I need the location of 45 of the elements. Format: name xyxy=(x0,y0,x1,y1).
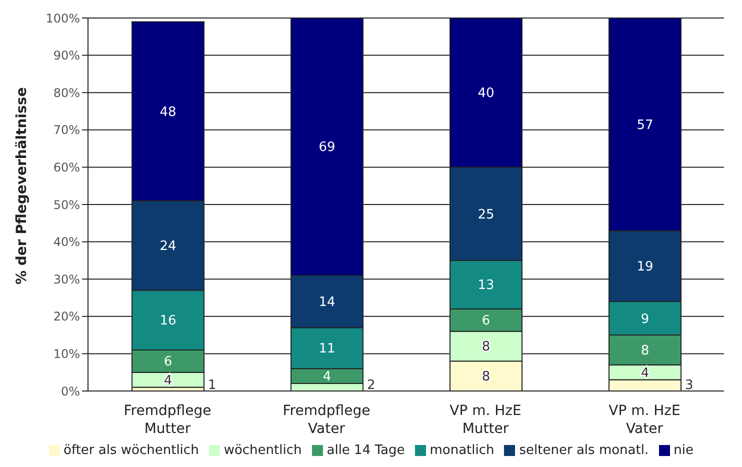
y-tick-label: 40% xyxy=(53,235,80,250)
y-axis-title: % der Pflegeverhältnisse xyxy=(14,87,30,284)
y-tick-label: 30% xyxy=(53,272,80,286)
data-label: 9 xyxy=(640,312,650,327)
data-label: 48 xyxy=(160,104,176,120)
data-label: 57 xyxy=(636,118,654,133)
data-label: 24 xyxy=(160,239,176,254)
x-tick-label: Fremdpflege Mutter xyxy=(124,403,212,437)
y-tick-label: 60% xyxy=(53,160,80,174)
y-tick-label: 0% xyxy=(60,384,80,398)
data-label: 13 xyxy=(478,278,494,294)
y-tick-label: 50% xyxy=(53,198,80,212)
x-tick-label: VP m. HzE Vater xyxy=(608,403,680,437)
data-label: 25 xyxy=(478,207,494,222)
legend-label: seltener als monatl. xyxy=(519,443,649,458)
data-label: 2 xyxy=(367,378,376,393)
legend-label: nie xyxy=(674,443,694,458)
legend-label: monatlich xyxy=(430,443,494,458)
data-label: 8 xyxy=(482,340,490,355)
data-label: 11 xyxy=(318,342,336,357)
legend-label: öfter als wöchentlich xyxy=(64,443,199,458)
y-tick-label: 80% xyxy=(53,86,80,100)
data-label: 1 xyxy=(208,378,216,393)
data-label: 16 xyxy=(160,314,176,329)
data-label: 19 xyxy=(636,260,654,275)
y-tick-label: 20% xyxy=(53,310,80,324)
x-tick-label: Fremdpflege Vater xyxy=(282,403,370,437)
data-label: 69 xyxy=(318,140,336,156)
legend-label: alle 14 Tage xyxy=(326,443,405,458)
x-tick-label: VP m. HzE Mutter xyxy=(450,403,522,437)
data-label: 4 xyxy=(322,370,332,385)
y-tick-label: 10% xyxy=(53,346,80,361)
data-label: 4 xyxy=(640,366,650,381)
data-label: 8 xyxy=(640,343,650,358)
y-tick-label: 100% xyxy=(46,11,80,26)
data-label: 8 xyxy=(482,370,490,385)
data-label: 6 xyxy=(482,314,490,329)
data-label: 40 xyxy=(478,86,494,102)
y-tick-label: 90% xyxy=(53,48,80,63)
legend-label: wöchentlich xyxy=(224,443,302,458)
data-label: 3 xyxy=(685,378,694,393)
data-label: 4 xyxy=(164,373,172,388)
data-label: 6 xyxy=(164,354,172,370)
y-tick-label: 70% xyxy=(53,123,80,138)
data-label: 14 xyxy=(318,294,336,310)
